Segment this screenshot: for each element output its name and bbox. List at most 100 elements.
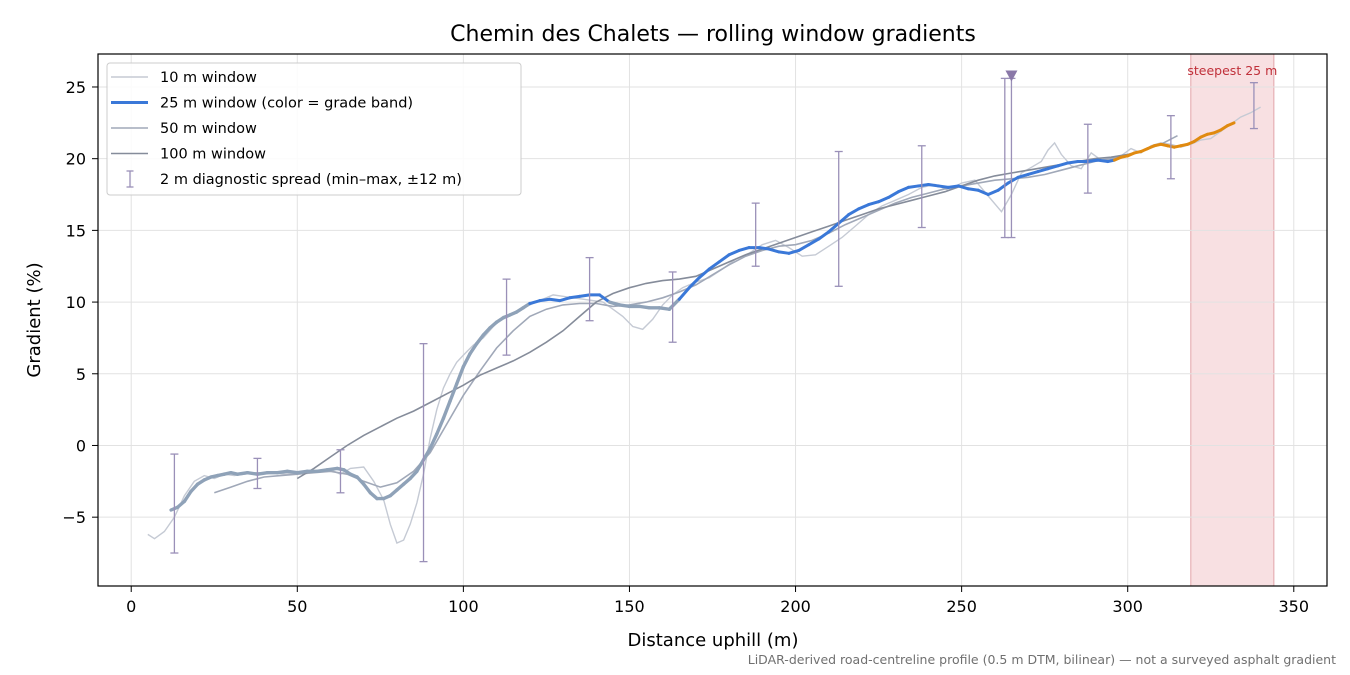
series-25m-segment (468, 341, 479, 356)
series-25m-segment (1006, 175, 1020, 185)
series-25m-segment (727, 248, 741, 257)
series-25m-segment (1036, 167, 1050, 174)
series-25m-segment (687, 276, 701, 290)
series-25m-segment (697, 267, 711, 280)
legend-entry-errorbar-label: 2 m diagnostic spread (min–max, ±12 m) (160, 172, 462, 188)
series-25m-segment (986, 188, 1000, 197)
series-layer (147, 106, 1261, 544)
series-25m-segment (777, 250, 791, 255)
series-25m-segment (455, 364, 466, 386)
series-25m-segment (797, 243, 811, 252)
series-25m-segment (807, 237, 821, 247)
series-25m-segment (677, 286, 691, 301)
series-25m-segment (887, 190, 901, 199)
x-axis-label: Distance uphill (m) (628, 630, 799, 651)
x-tick-label: 350 (1279, 597, 1310, 616)
series-25m-segment (757, 246, 771, 251)
series-25m-segment (847, 207, 861, 217)
highlight-region (1190, 53, 1275, 587)
legend-entry-10m-label: 10 m window (160, 70, 257, 86)
series-25m-segment (916, 182, 930, 188)
series-25m-segment (1225, 121, 1236, 128)
y-tick-label: 10 (66, 293, 86, 312)
x-tick-label: 300 (1112, 597, 1143, 616)
series-25m-segment (435, 416, 446, 436)
series-25m-segment (976, 188, 990, 197)
legend-entry-50m-label: 50 m window (160, 121, 257, 137)
y-tick-label: 15 (66, 221, 86, 240)
y-tick-label: 25 (66, 78, 86, 97)
tick-layer: 0 50 100 150 200 250 300 350 −5 0 5 10 15 20 25 (62, 78, 1309, 616)
series-25m-segment (936, 184, 950, 189)
y-tick-label: 0 (76, 436, 86, 455)
legend-entry-100m-label: 100 m window (160, 147, 266, 163)
series-25m-segment (897, 185, 910, 194)
series-25m-segment (607, 300, 622, 307)
y-tick-label: 20 (66, 150, 86, 169)
series-25m-segment (421, 446, 432, 462)
series-25m-segment (598, 293, 612, 304)
x-tick-label: 100 (448, 597, 479, 616)
series-25m-segment (867, 200, 881, 207)
series-25m-segment (996, 181, 1010, 192)
series-25m-segment (461, 351, 472, 369)
series-25m-segment (667, 297, 681, 311)
legend-entry-25m-label: 25 m window (color = grade band) (160, 96, 413, 112)
y-axis-label: Gradient (%) (24, 262, 45, 377)
series-25m-segment (428, 432, 439, 451)
x-tick-label: 250 (946, 597, 977, 616)
series-25m-segment (1066, 160, 1080, 165)
chart-title: Chemin des Chalets — rolling window grad… (450, 22, 976, 47)
series-25m-segment (568, 294, 582, 300)
series-25m-segment (441, 399, 452, 420)
series-25m-segment (906, 184, 920, 189)
series-25m-segment (956, 184, 970, 191)
highlight-region-layer: steepest 25 m (1187, 53, 1277, 587)
series-25m-segment (946, 184, 960, 189)
series-25m-segment (717, 253, 731, 264)
series-25m-segment (877, 195, 891, 204)
y-tick-label: −5 (62, 508, 86, 527)
marker-layer (1005, 70, 1018, 82)
series-25m-segment (827, 221, 841, 234)
highlight-region-label: steepest 25 m (1187, 63, 1277, 78)
series-25m-segment (362, 482, 373, 495)
series-25m-segment (1056, 161, 1070, 168)
series-25m-segment (1016, 172, 1030, 179)
series-25m-segment (857, 203, 871, 211)
x-tick-label: 0 (126, 597, 136, 616)
series-25m-segment (538, 297, 552, 303)
series-25m-segment (837, 213, 851, 225)
legend-box (106, 62, 522, 196)
series-25m-segment (966, 187, 980, 192)
x-tick-label: 50 (287, 597, 307, 616)
series-25m-segment (817, 230, 831, 241)
errorbar-layer (170, 77, 1258, 563)
series-25m-segment (1096, 158, 1110, 164)
series-25m-segment (448, 382, 459, 403)
series-25m-segment (182, 489, 193, 504)
peak-marker (1005, 70, 1018, 82)
y-tick-label: 5 (76, 365, 86, 384)
x-tick-label: 150 (614, 597, 645, 616)
legend: 10 m window 25 m window (color = grade ba… (106, 62, 522, 196)
series-25m-segment (1086, 158, 1100, 164)
series-25m-segment (767, 247, 781, 254)
series-25m-segment (1026, 170, 1040, 176)
series-25m-segment (578, 293, 592, 298)
x-tick-label: 200 (780, 597, 811, 616)
series-25m-segment (707, 260, 721, 271)
series-25m-segment (1046, 164, 1060, 171)
series-25m-segment (474, 333, 486, 346)
series-25m-segment (737, 246, 751, 252)
series-25m-segment (415, 458, 426, 473)
series-25m-segment (787, 248, 801, 255)
footnote: LiDAR-derived road-centreline profile (0… (748, 652, 1336, 667)
plot-frame (97, 53, 1328, 587)
series-100m-line (296, 153, 1128, 480)
series-25m-segment (558, 296, 572, 303)
series-25m-segment (528, 299, 542, 306)
series-25m-segment (548, 297, 562, 303)
series-25m-segment (926, 182, 940, 188)
